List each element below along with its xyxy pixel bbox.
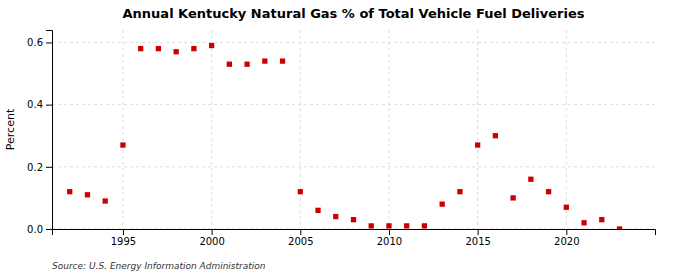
x-tick: 2010 (377, 229, 402, 247)
plot-area: 1995 2000 2005 2010 2015 2020 0.0 0.2 0.4 0.6 (27, 30, 655, 247)
point (440, 201, 445, 206)
point (510, 195, 515, 200)
x-tick-label: 2010 (377, 236, 402, 247)
y-tick-label: 0.6 (27, 37, 43, 48)
y-axis-title: Percent (4, 108, 17, 150)
y-tick: 0.6 (27, 37, 52, 48)
y-tick-label: 0.2 (27, 162, 43, 173)
y-grid-line (52, 166, 655, 167)
grid (52, 30, 655, 229)
x-tick: 2020 (554, 229, 579, 247)
point (422, 223, 427, 228)
x-tick-label: 2015 (465, 236, 490, 247)
point (298, 189, 303, 194)
x-tick: 2000 (199, 229, 224, 247)
y-axis: 0.0 0.2 0.4 0.6 (27, 31, 52, 235)
point (546, 189, 551, 194)
point (280, 58, 285, 63)
x-tick-mark (123, 229, 124, 235)
point (174, 49, 179, 54)
x-grid-line (211, 30, 212, 229)
y-tick-mark (46, 229, 52, 230)
y-grid-line (52, 42, 655, 43)
chart: 1995 2000 2005 2010 2015 2020 0.0 0.2 0.4 0.6 Annu… (0, 0, 675, 275)
x-axis: 1995 2000 2005 2010 2015 2020 (53, 229, 656, 247)
point (581, 220, 586, 225)
y-axis-line (46, 31, 53, 230)
point (156, 46, 161, 51)
point (617, 226, 622, 229)
point (386, 223, 391, 228)
point (67, 189, 72, 194)
x-grid-line (477, 30, 478, 229)
x-tick-label: 2000 (199, 236, 224, 247)
x-tick: 1995 (111, 229, 136, 247)
annotation: Source: U.S. Energy Information Administ… (52, 261, 266, 271)
point (120, 142, 125, 147)
point (564, 205, 569, 210)
x-tick-label: 2020 (554, 236, 579, 247)
y-tick-mark (46, 105, 52, 106)
point (351, 217, 356, 222)
x-grid-line (388, 30, 389, 229)
x-axis-line (53, 230, 656, 236)
point (493, 133, 498, 138)
point (404, 223, 409, 228)
x-tick: 2015 (465, 229, 490, 247)
point (262, 58, 267, 63)
x-tick-mark (478, 229, 479, 235)
x-tick-label: 1995 (111, 236, 136, 247)
point (333, 214, 338, 219)
title: Annual Kentucky Natural Gas % of Total V… (123, 6, 585, 21)
point (209, 43, 214, 48)
point (457, 189, 462, 194)
x-grid-line (122, 30, 123, 229)
y-tick: 0.0 (27, 224, 52, 235)
point (528, 177, 533, 182)
point (475, 142, 480, 147)
x-tick-mark (389, 229, 390, 235)
point (85, 192, 90, 197)
y-tick: 0.2 (27, 162, 52, 173)
point (599, 217, 604, 222)
y-tick-label: 0.0 (27, 224, 43, 235)
y-tick-mark (46, 167, 52, 168)
y-tick: 0.4 (27, 99, 52, 110)
point (369, 223, 374, 228)
y-tick-label: 0.4 (27, 99, 43, 110)
x-tick-mark (300, 229, 301, 235)
x-tick-mark (212, 229, 213, 235)
point (138, 46, 143, 51)
point (244, 62, 249, 67)
point (315, 208, 320, 213)
point (103, 198, 108, 203)
x-tick-mark (566, 229, 567, 235)
x-grid-line (300, 30, 301, 229)
y-tick-mark (46, 42, 52, 43)
y-grid-line (52, 104, 655, 105)
x-tick: 2005 (288, 229, 313, 247)
point (191, 46, 196, 51)
point (227, 62, 232, 67)
points (67, 43, 622, 229)
x-tick-label: 2005 (288, 236, 313, 247)
x-grid-line (566, 30, 567, 229)
